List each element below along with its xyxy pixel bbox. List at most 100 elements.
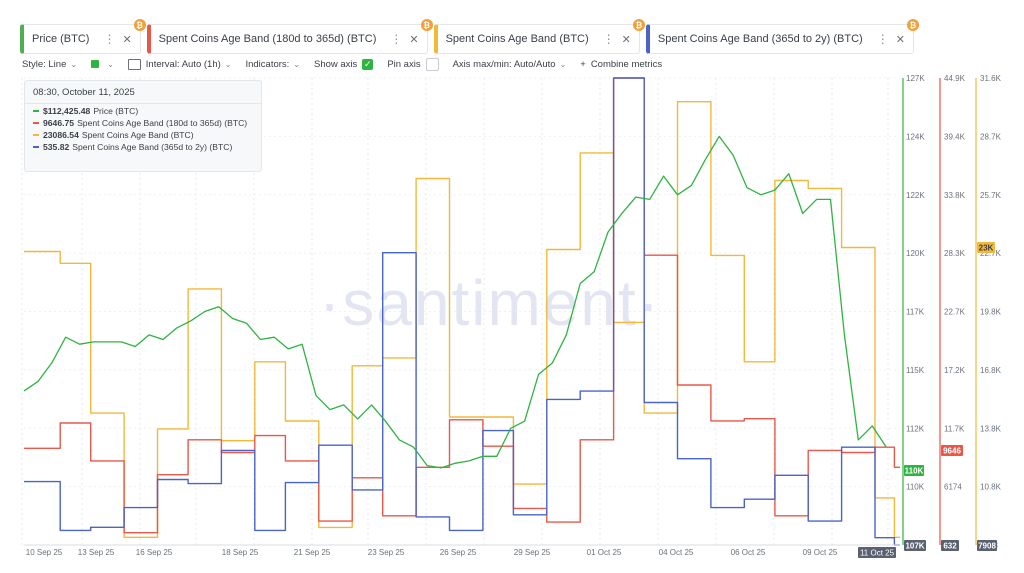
legend-row-band-365d-2y: 535.82 Spent Coins Age Band (365d to 2y) …: [25, 140, 261, 152]
more-options-icon[interactable]: ⋮: [876, 32, 889, 46]
series-swatch-icon: [33, 146, 39, 148]
axis-tick-label: 33.8K: [944, 191, 966, 200]
pin-axis-toggle[interactable]: Pin axis: [387, 57, 439, 71]
axis-tick-label: 28.7K: [980, 132, 1002, 141]
bitcoin-badge-icon: ₿: [420, 19, 433, 31]
axis-tick-label: 44.9K: [944, 74, 966, 83]
series-swatch-icon: [33, 122, 39, 124]
series-swatch-icon: [33, 110, 39, 112]
close-icon[interactable]: ✕: [621, 33, 631, 46]
band180-min-badge-bg: [941, 540, 959, 551]
more-options-icon[interactable]: ⋮: [390, 32, 402, 46]
watermark: ·santiment·: [319, 267, 661, 339]
plus-icon: +: [580, 58, 586, 70]
price-current-badge-bg: [904, 465, 924, 476]
axis-tick-label: 110K: [906, 483, 925, 492]
tab-band-180d-365d[interactable]: Spent Coins Age Band (180d to 365d) (BTC…: [146, 19, 433, 54]
x-tick-label: 04 Oct 25: [659, 548, 694, 557]
x-tick-label: 16 Sep 25: [136, 548, 173, 557]
indicators-dropdown[interactable]: Indicators: ⌄: [245, 58, 300, 70]
metric-tabs: Price (BTC) ⋮ ✕ ₿ Spent Coins Age Band (…: [20, 19, 919, 54]
chevron-down-icon: ⌄: [70, 59, 78, 69]
x-tick-label: 23 Sep 25: [368, 548, 405, 557]
x-tick-label: 10 Sep 25: [26, 548, 63, 557]
style-dropdown[interactable]: Style: Line ⌄: [22, 58, 78, 70]
axis-tick-label: 31.6K: [980, 74, 1002, 83]
x-tick-label: 26 Sep 25: [440, 548, 477, 557]
x-tick-label: 21 Sep 25: [294, 548, 331, 557]
axis-tick-label: 28.3K: [944, 249, 966, 258]
axis-tick-label: 124K: [906, 132, 925, 141]
series-line-3: [24, 77, 900, 546]
chevron-down-icon: ⌄: [293, 59, 300, 69]
close-icon[interactable]: ✕: [122, 33, 132, 46]
chevron-down-icon: ⌄: [107, 59, 114, 69]
axis-tick-label: 13.8K: [980, 424, 1002, 433]
price-min-badge: 107K: [905, 542, 924, 551]
tab-label: Spent Coins Age Band (BTC): [445, 33, 589, 45]
band-min-badge-bg: [977, 540, 997, 551]
checkbox-checked-icon[interactable]: ✓: [362, 58, 374, 70]
axis-tick-label: 39.4K: [944, 132, 966, 141]
band-current-badge-bg: [977, 242, 995, 253]
band-min-badge: 7908: [978, 542, 996, 551]
tab-label: Spent Coins Age Band (365d to 2y) (BTC): [657, 33, 863, 45]
bitcoin-badge-icon: ₿: [133, 19, 146, 31]
combine-metrics-button[interactable]: + Combine metrics: [580, 58, 663, 70]
bitcoin-badge-icon: ₿: [906, 19, 919, 31]
tab-band[interactable]: Spent Coins Age Band (BTC) ⋮ ✕ ₿: [433, 19, 645, 54]
x-tick-label: 09 Oct 25: [803, 548, 838, 557]
price-current-badge: 110K: [905, 467, 924, 476]
axis-tick-label: 6174: [944, 483, 962, 492]
tab-label: Spent Coins Age Band (180d to 365d) (BTC…: [158, 33, 377, 45]
x-tick-label: 06 Oct 25: [731, 548, 766, 557]
chart-toolbar: Style: Line ⌄ ⌄ Interval: Auto (1h) ⌄ Indi…: [22, 56, 676, 72]
price-min-badge-bg: [904, 540, 926, 551]
axis-tick-label: 115K: [906, 366, 925, 375]
tab-band-365d-2y[interactable]: Spent Coins Age Band (365d to 2y) (BTC) …: [645, 19, 919, 54]
tab-price[interactable]: Price (BTC) ⋮ ✕ ₿: [20, 19, 146, 54]
axis-tick-label: 10.8K: [980, 483, 1002, 492]
band180-current-badge: 9646: [943, 447, 961, 456]
axis-tick-label: 16.8K: [980, 366, 1002, 375]
series-swatch-icon: [33, 134, 39, 136]
axis-tick-label: 17.2K: [944, 366, 966, 375]
legend-row-band-180d-365d: 9646.75 Spent Coins Age Band (180d to 365…: [25, 116, 261, 128]
close-icon[interactable]: ✕: [895, 33, 905, 46]
more-options-icon[interactable]: ⋮: [602, 32, 615, 46]
interval-dropdown[interactable]: Interval: Auto (1h) ⌄: [127, 58, 232, 70]
interval-icon: [127, 58, 141, 70]
axis-tick-label: 22.7K: [944, 308, 966, 317]
x-tick-label: 18 Sep 25: [222, 548, 259, 557]
tab-label: Price (BTC): [32, 33, 90, 45]
bitcoin-badge-icon: ₿: [632, 19, 645, 31]
series-line-2: [24, 101, 900, 538]
band180-min-badge: 632: [943, 542, 957, 551]
x-tick-label: 29 Sep 25: [514, 548, 551, 557]
x-highlight-badge: 11 Oct 25: [860, 549, 895, 558]
chevron-down-icon: ⌄: [559, 59, 567, 69]
band180-current-badge-bg: [941, 445, 963, 456]
series-line-0: [23, 135, 887, 469]
axis-tick-label: 22.7K: [980, 249, 1002, 258]
axis-tick-label: 117K: [906, 308, 925, 317]
axis-maxmin-dropdown[interactable]: Axis max/min: Auto/Auto ⌄: [452, 58, 567, 70]
tooltip-date: 08:30, October 11, 2025: [25, 81, 261, 104]
band-current-badge: 23K: [979, 244, 994, 253]
color-picker[interactable]: ⌄: [91, 60, 114, 69]
chevron-down-icon: ⌄: [224, 59, 232, 69]
x-tick-label: 01 Oct 25: [587, 548, 622, 557]
x-tick-label: 13 Sep 25: [78, 548, 115, 557]
legend-row-price: $112,425.48 Price (BTC): [25, 104, 261, 116]
checkbox-unchecked-icon[interactable]: [425, 57, 439, 71]
close-icon[interactable]: ✕: [409, 33, 419, 46]
axis-tick-label: 120K: [906, 249, 925, 258]
show-axis-toggle[interactable]: Show axis ✓: [314, 58, 374, 70]
axis-tick-label: 11.7K: [944, 424, 965, 433]
color-swatch-icon: [91, 60, 100, 68]
more-options-icon[interactable]: ⋮: [103, 32, 115, 46]
axis-tick-label: 25.7K: [980, 191, 1002, 200]
tooltip-legend: 08:30, October 11, 2025 $112,425.48 Price…: [24, 80, 262, 172]
x-highlight-badge-bg: [858, 547, 896, 558]
